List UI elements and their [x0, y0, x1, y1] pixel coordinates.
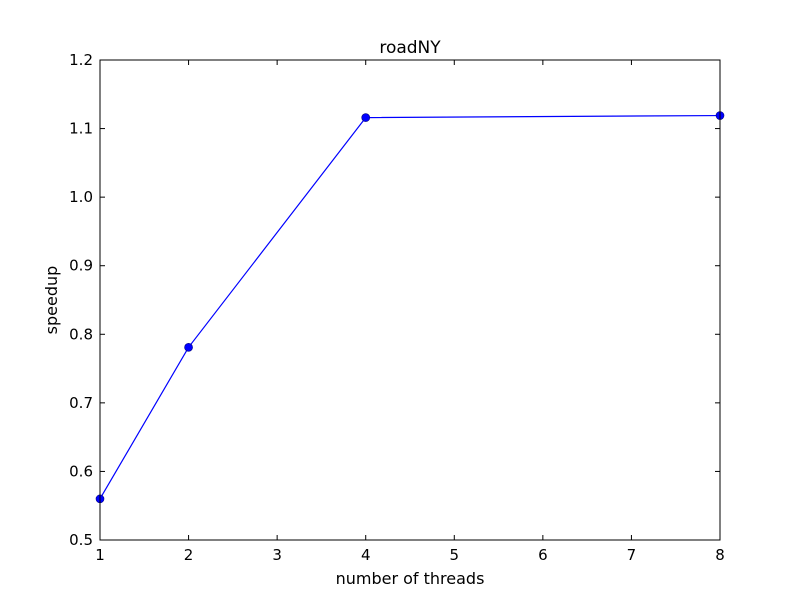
y-tick-label: 0.6: [69, 462, 93, 480]
y-tick-label: 1.2: [69, 51, 93, 69]
y-tick-label: 0.7: [69, 394, 93, 412]
x-tick-label: 2: [184, 546, 194, 564]
tick-labels-layer: 1 2 3 4 5 6 7 8 0.5 0.6 0.7 0.8 0.9 1.0 1.1 1.2: [69, 51, 725, 564]
x-axis-label: number of threads: [336, 569, 485, 588]
chart-title: roadNY: [379, 38, 441, 58]
x-tick-label: 5: [450, 546, 460, 564]
data-point: [361, 113, 371, 122]
y-axis-label: speedup: [42, 266, 61, 335]
y-tick-label: 0.9: [69, 257, 93, 275]
y-tick-label: 1.0: [69, 188, 93, 206]
y-tick-label: 0.5: [69, 531, 93, 549]
plot-frame: [99, 59, 721, 541]
x-tick-label: 7: [627, 546, 637, 564]
x-tick-label: 8: [715, 546, 725, 564]
x-tick-label: 3: [272, 546, 282, 564]
data-point: [184, 343, 193, 352]
y-tick-label: 1.1: [69, 120, 93, 138]
x-tick-label: 6: [538, 546, 548, 564]
y-tick-label: 0.8: [69, 325, 93, 343]
x-tick-label: 1: [95, 546, 105, 564]
plot-area: [100, 60, 720, 540]
series-line: [99, 114, 721, 500]
x-tick-label: 4: [361, 546, 371, 564]
